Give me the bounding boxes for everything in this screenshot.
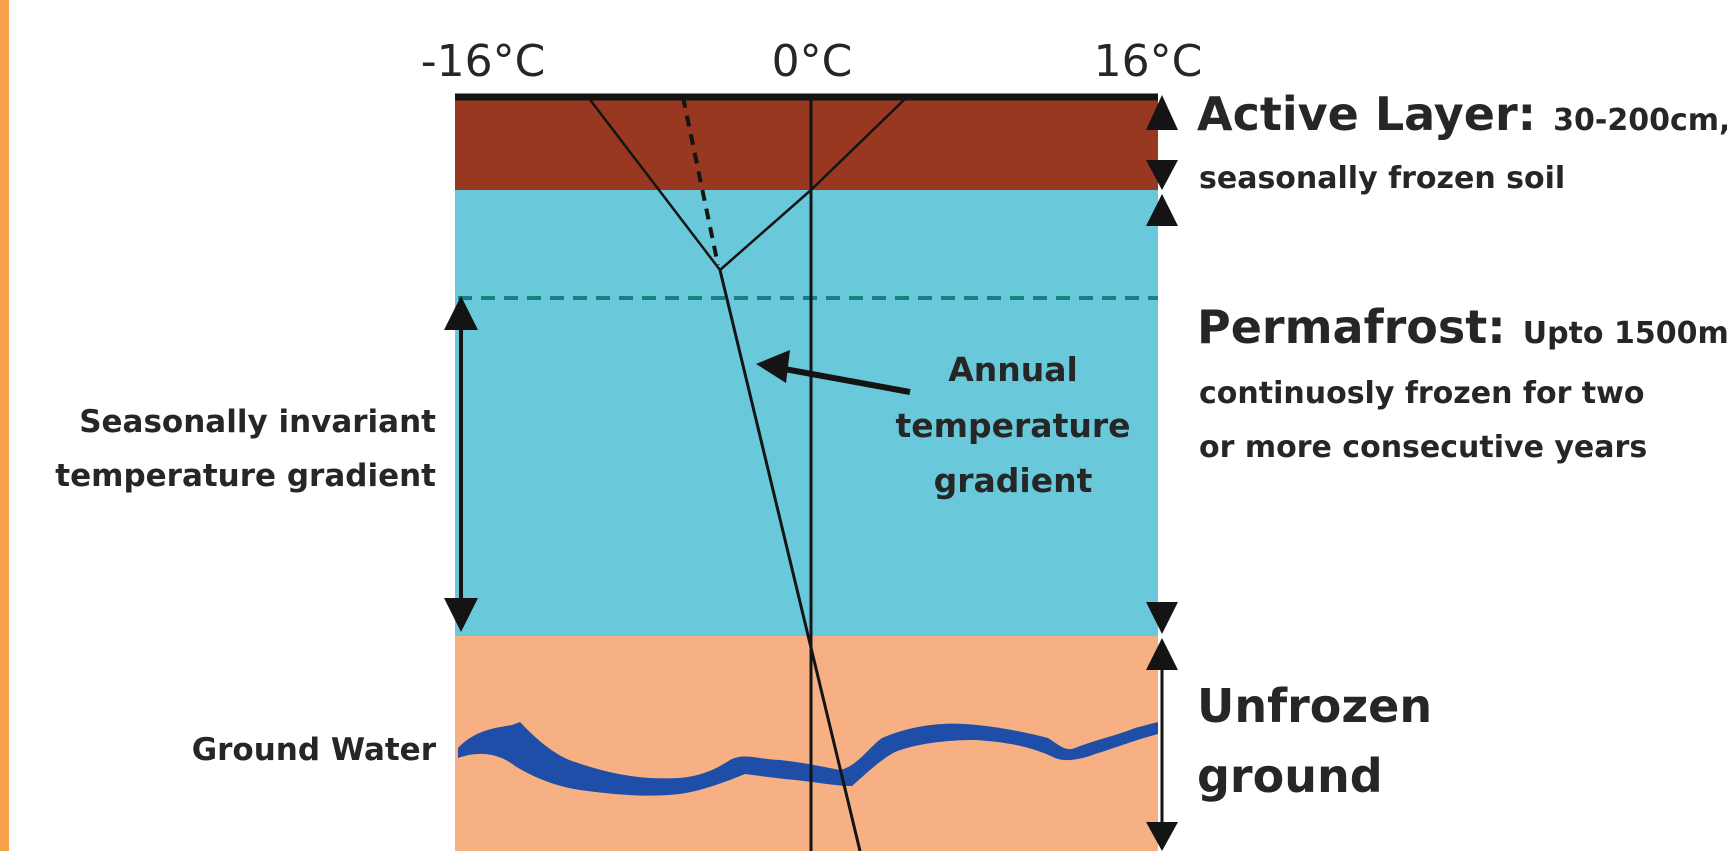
active-layer-depth: 30-200cm,	[1553, 103, 1727, 138]
permafrost-heading: Permafrost: Upto 1500m,	[1197, 300, 1727, 354]
ground-water-band	[458, 722, 1158, 796]
active-layer-arrow-down-icon	[1146, 160, 1178, 190]
active-layer-band	[455, 95, 1158, 190]
summer-envelope-upper	[810, 96, 908, 191]
permafrost-title: Permafrost:	[1197, 300, 1506, 354]
ground-water-label: Ground Water	[192, 732, 437, 768]
annual-gradient-label-3: gradient	[934, 461, 1093, 500]
annual-gradient-line	[718, 269, 862, 851]
winter-envelope-line	[587, 96, 721, 271]
mean-temperature-dashed-line	[681, 96, 720, 266]
invariant-arrow-down-icon	[444, 598, 478, 632]
summer-envelope-lower	[719, 189, 812, 271]
unfrozen-arrow-up-icon	[1146, 638, 1178, 670]
permafrost-arrow-up-icon	[1146, 194, 1178, 226]
active-layer-heading: Active Layer: 30-200cm,	[1197, 87, 1727, 141]
annual-gradient-arrowhead	[756, 350, 790, 383]
annual-gradient-pointer	[767, 363, 911, 395]
annual-gradient-label-2: temperature	[895, 406, 1130, 445]
frame-border	[0, 0, 9, 851]
active-layer-title: Active Layer:	[1197, 87, 1536, 141]
unfrozen-arrow-down-icon	[1146, 822, 1178, 851]
invariant-arrow-up-icon	[444, 296, 478, 330]
unfrozen-title-line-1: Unfrozen	[1197, 679, 1432, 733]
permafrost-band	[455, 190, 1158, 636]
permafrost-arrow-down-icon	[1146, 602, 1178, 634]
annual-gradient-label-1: Annual	[948, 350, 1078, 389]
axis-label-minus16: -16°C	[421, 36, 546, 87]
permafrost-description-2: or more consecutive years	[1199, 430, 1647, 465]
axis-label-plus16: 16°C	[1094, 36, 1203, 87]
permafrost-depth: Upto 1500m,	[1523, 316, 1727, 351]
unfrozen-title-line-2: ground	[1197, 749, 1383, 803]
active-layer-arrow-up-icon	[1146, 95, 1178, 130]
invariant-label-line-2: temperature gradient	[55, 458, 436, 494]
invariant-label-line-1: Seasonally invariant	[79, 404, 436, 440]
permafrost-description-1: continuosly frozen for two	[1199, 376, 1644, 411]
active-layer-description: seasonally frozen soil	[1199, 161, 1565, 196]
axis-label-zero: 0°C	[772, 36, 853, 87]
